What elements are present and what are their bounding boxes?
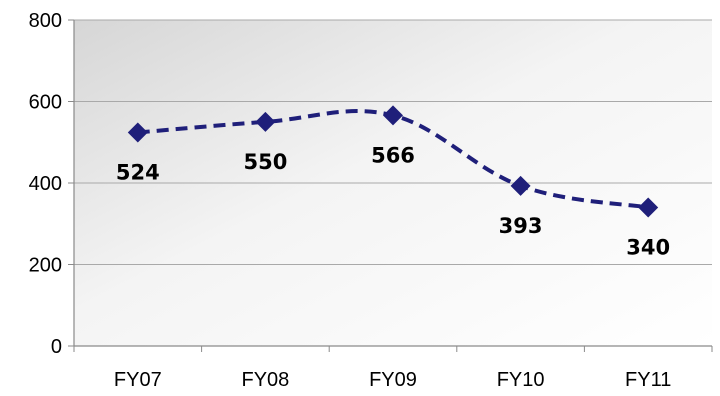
axes: 0 200 400 600 800 FY07 FY08 FY09 FY10 FY11 [29,10,713,391]
x-tick-label-fy08: FY08 [241,369,289,391]
x-tick-label-fy11: FY11 [625,369,671,391]
data-label-fy09: 566 [371,143,415,167]
data-point-fy08 [255,111,276,132]
data-label-fy08: 550 [243,150,287,174]
y-tick-label-0: 0 [51,336,62,358]
data-label-fy07: 524 [116,160,160,184]
x-tick-label-fy10: FY10 [497,369,545,391]
data-point-fy10 [510,175,531,196]
data-label-fy11: 340 [626,235,670,259]
y-tick-label-600: 600 [29,92,62,114]
x-tick-label-fy09: FY09 [369,369,417,391]
data-point-fy11 [638,197,659,218]
grid-lines [74,19,712,265]
data-point-fy09 [383,105,403,126]
y-tick-label-800: 800 [29,10,62,32]
series-group [127,105,659,218]
data-label-fy10: 393 [499,214,543,238]
x-tick-label-fy07: FY07 [114,369,162,391]
y-tick-label-200: 200 [29,255,62,277]
labels-group: 524 550 566 393 340 [116,143,670,259]
y-tick-label-400: 400 [29,173,62,195]
data-point-fy07 [127,122,148,143]
